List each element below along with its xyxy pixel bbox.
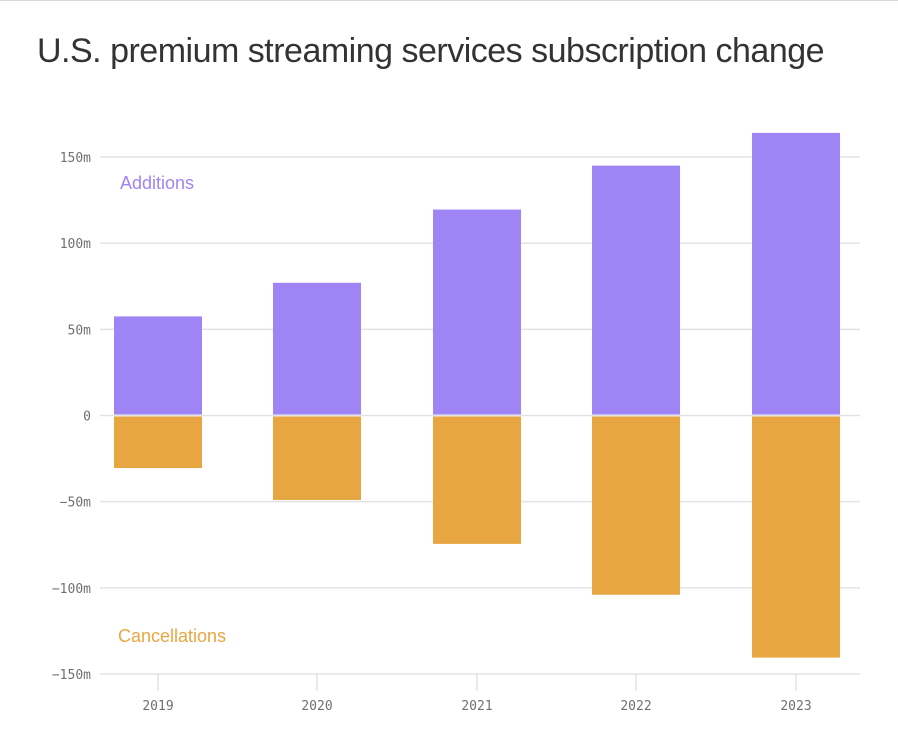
chart-title: U.S. premium streaming services subscrip… (37, 32, 825, 70)
bar-cancellations-2020 (273, 416, 361, 500)
y-tick-label: 150m (60, 151, 91, 166)
x-tick-label: 2020 (301, 699, 332, 714)
x-tick-label: 2021 (461, 699, 492, 714)
bar-cancellations-2022 (592, 416, 680, 595)
y-tick-label: −150m (52, 668, 91, 683)
top-border (0, 0, 898, 1)
series-label-additions: Additions (120, 173, 194, 193)
bar-additions-2020 (273, 282, 361, 415)
y-tick-label: −100m (52, 582, 91, 597)
gridlines (100, 156, 860, 675)
bar-additions-2021 (433, 209, 521, 415)
bar-cancellations-2019 (114, 416, 202, 469)
bar-additions-2022 (592, 165, 680, 415)
bars (114, 132, 840, 658)
x-tick-label: 2019 (142, 699, 173, 714)
bar-additions-2023 (752, 132, 840, 415)
y-axis-ticks: 150m 100m 50m 0 −50m −100m −150m (52, 151, 91, 683)
series-label-cancellations: Cancellations (118, 626, 226, 646)
y-tick-label: 0 (83, 410, 91, 425)
y-tick-label: 100m (60, 237, 91, 252)
bar-cancellations-2021 (433, 416, 521, 544)
bar-cancellations-2023 (752, 416, 840, 658)
y-tick-label: 50m (68, 323, 92, 338)
x-tick-label: 2023 (780, 699, 811, 714)
y-tick-label: −50m (60, 496, 91, 511)
bar-additions-2019 (114, 316, 202, 415)
x-axis-ticks: 2019 2020 2021 2022 2023 (142, 674, 812, 714)
x-tick-label: 2022 (620, 699, 651, 714)
